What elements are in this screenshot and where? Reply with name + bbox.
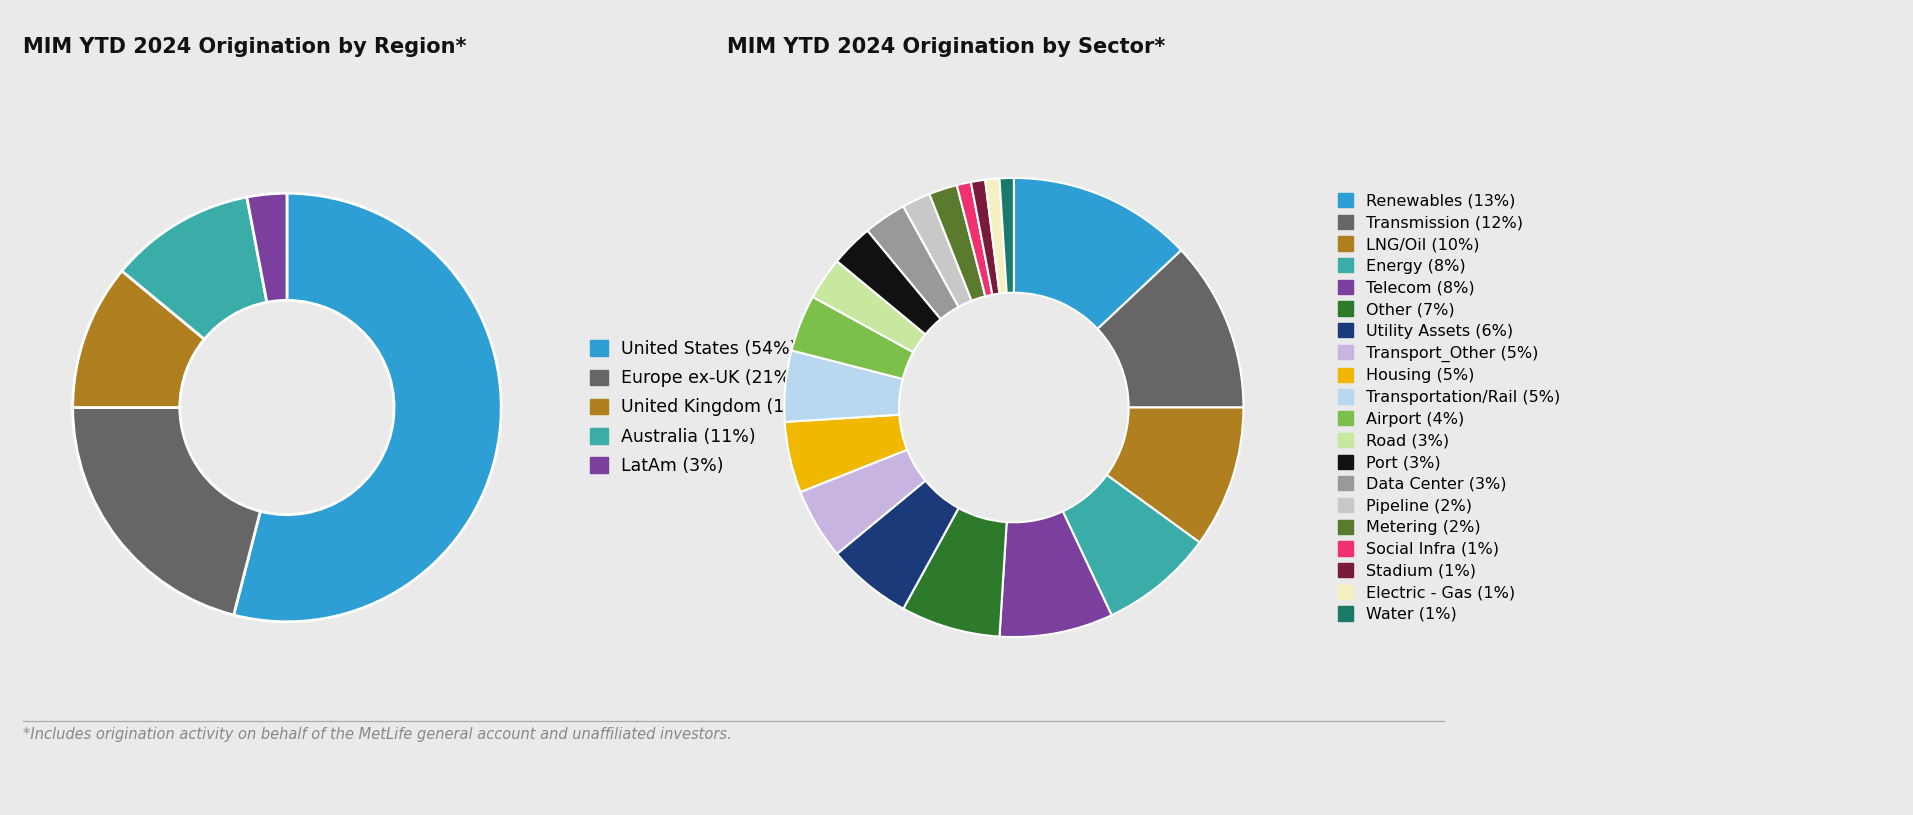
Wedge shape — [1098, 250, 1243, 408]
Legend: United States (54%), Europe ex-UK (21%), United Kingdom (11%), Australia (11%), : United States (54%), Europe ex-UK (21%),… — [591, 340, 819, 475]
Wedge shape — [784, 350, 903, 422]
Wedge shape — [122, 197, 268, 339]
Wedge shape — [233, 193, 501, 622]
Wedge shape — [1014, 178, 1180, 329]
Wedge shape — [73, 271, 205, 408]
Text: MIM YTD 2024 Origination by Sector*: MIM YTD 2024 Origination by Sector* — [727, 37, 1165, 57]
Wedge shape — [869, 206, 958, 319]
Wedge shape — [838, 481, 958, 609]
Wedge shape — [903, 194, 972, 307]
Wedge shape — [956, 182, 993, 297]
Legend: Renewables (13%), Transmission (12%), LNG/Oil (10%), Energy (8%), Telecom (8%), : Renewables (13%), Transmission (12%), LN… — [1337, 193, 1561, 622]
Wedge shape — [999, 178, 1014, 293]
Wedge shape — [1064, 475, 1199, 615]
Wedge shape — [1108, 408, 1243, 543]
Wedge shape — [972, 180, 999, 295]
Wedge shape — [247, 193, 287, 302]
Text: MIM YTD 2024 Origination by Region*: MIM YTD 2024 Origination by Region* — [23, 37, 467, 57]
Text: *Includes origination activity on behalf of the MetLife general account and unaf: *Includes origination activity on behalf… — [23, 727, 731, 742]
Wedge shape — [838, 231, 941, 334]
Wedge shape — [784, 415, 907, 492]
Wedge shape — [903, 508, 1006, 637]
Wedge shape — [999, 511, 1111, 637]
Wedge shape — [73, 408, 260, 615]
Wedge shape — [930, 185, 985, 301]
Wedge shape — [985, 178, 1006, 293]
Wedge shape — [813, 261, 926, 352]
Wedge shape — [792, 297, 913, 379]
Wedge shape — [800, 450, 926, 554]
